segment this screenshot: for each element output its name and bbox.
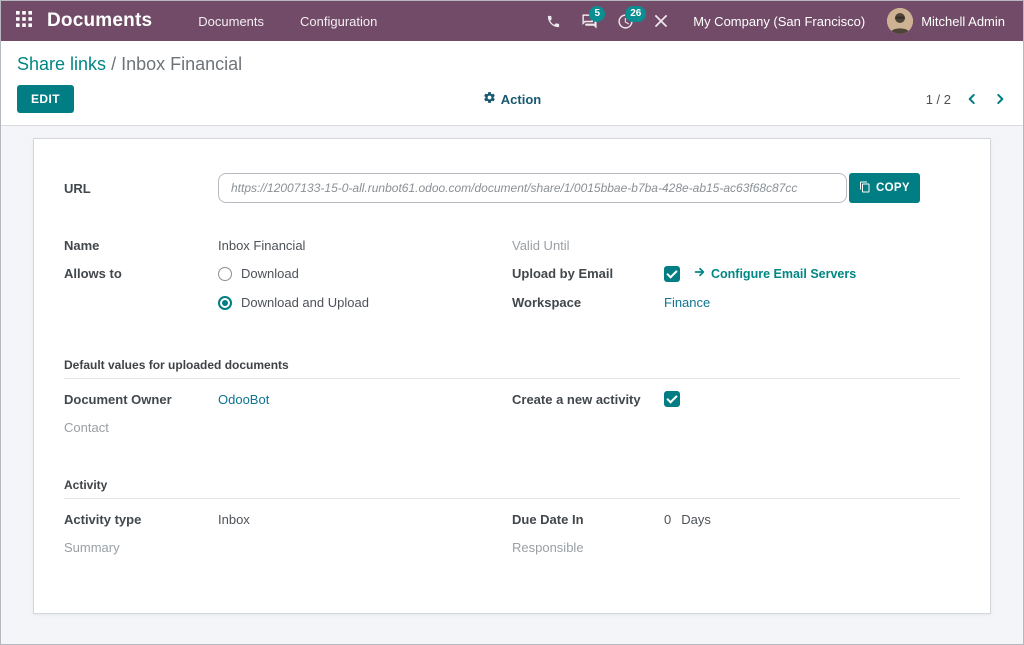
- pager-next-button[interactable]: [993, 92, 1007, 106]
- allows-to-label: Allows to: [64, 266, 122, 281]
- url-input[interactable]: [218, 173, 847, 203]
- radio-download-label: Download: [241, 266, 299, 281]
- copy-button-label: COPY: [876, 182, 910, 194]
- gear-icon: [483, 91, 496, 107]
- breadcrumb-current: Inbox Financial: [121, 54, 243, 74]
- defaults-section-title: Default values for uploaded documents: [64, 357, 960, 379]
- pager-value[interactable]: 1 / 2: [925, 91, 951, 107]
- messages-badge: 5: [589, 6, 606, 22]
- navbar-right: 5 26 My Company (San Francisco) Mitchell…: [535, 1, 1023, 41]
- pager: 1 / 2: [926, 92, 1007, 107]
- create-activity-cell: [664, 391, 960, 407]
- allows-to-workspace-row: Download and Upload Workspace Finance: [64, 288, 960, 317]
- contact-label: Contact: [64, 419, 109, 435]
- activity-type-label: Activity type: [64, 511, 142, 527]
- activities-button[interactable]: 26: [607, 1, 647, 41]
- control-panel: Share links / Inbox Financial EDIT Actio…: [1, 41, 1023, 126]
- phone-icon: [546, 14, 561, 29]
- arrow-right-icon: [694, 266, 706, 281]
- owner-activity-row: Document Owner OdooBot Create a new acti…: [64, 385, 960, 413]
- summary-label: Summary: [64, 539, 120, 555]
- user-name: Mitchell Admin: [921, 13, 1005, 29]
- pager-previous-button[interactable]: [965, 92, 979, 106]
- menu-documents[interactable]: Documents: [198, 13, 265, 29]
- upload-by-email-label: Upload by Email: [512, 266, 614, 281]
- user-avatar: [887, 8, 914, 34]
- upload-by-email-cell: Configure Email Servers: [664, 265, 960, 282]
- configure-email-servers-link[interactable]: Configure Email Servers: [694, 266, 856, 281]
- debug-tools-button[interactable]: [643, 1, 679, 41]
- radio-download-icon[interactable]: [218, 266, 232, 281]
- messages-button[interactable]: 5: [571, 1, 607, 41]
- menu-configuration[interactable]: Configuration: [300, 13, 378, 29]
- activity-type-due-date-row: Activity type Inbox Due Date In 0 Days: [64, 505, 960, 533]
- document-owner-label: Document Owner: [64, 391, 172, 407]
- form-view-background: URL COPY Name Inbox Financial Valid Unti…: [1, 126, 1023, 644]
- due-date-in-cell: 0 Days: [664, 512, 960, 527]
- due-date-in-value: 0: [664, 511, 672, 527]
- breadcrumb-share-links[interactable]: Share links: [17, 54, 107, 74]
- navbar-left: Documents Documents Configuration: [1, 1, 395, 41]
- action-menu-button[interactable]: Action: [467, 91, 557, 107]
- edit-button[interactable]: EDIT: [17, 85, 74, 113]
- app-title[interactable]: Documents: [47, 10, 153, 31]
- action-menu-label: Action: [500, 91, 542, 107]
- tools-icon: [653, 13, 669, 29]
- radio-download-upload-icon[interactable]: [218, 295, 232, 310]
- breadcrumb-separator: /: [111, 54, 117, 74]
- name-label: Name: [64, 237, 100, 253]
- clock-icon: [617, 13, 634, 30]
- control-panel-buttons: EDIT Action 1 / 2: [1, 79, 1023, 125]
- name-valid-until-row: Name Inbox Financial Valid Until: [64, 231, 960, 259]
- summary-responsible-row: Summary Responsible: [64, 533, 960, 561]
- workspace-value[interactable]: Finance: [664, 295, 711, 310]
- workspace-label: Workspace: [512, 295, 582, 310]
- upload-by-email-checkbox[interactable]: [664, 265, 680, 282]
- activities-badge: 26: [625, 6, 647, 22]
- due-date-in-unit: Days: [681, 511, 711, 527]
- radio-option-download[interactable]: Download: [218, 259, 512, 288]
- document-owner-value[interactable]: OdooBot: [218, 391, 270, 407]
- share-link-form-sheet: URL COPY Name Inbox Financial Valid Unti…: [33, 138, 991, 614]
- contact-row: Contact: [64, 413, 960, 441]
- copy-icon: [859, 181, 871, 196]
- valid-until-label: Valid Until: [512, 237, 570, 253]
- configure-email-servers-label: Configure Email Servers: [711, 266, 857, 281]
- activity-type-value: Inbox: [218, 511, 250, 527]
- responsible-label: Responsible: [512, 539, 584, 555]
- create-activity-checkbox[interactable]: [664, 391, 680, 407]
- url-field-row: URL COPY: [64, 173, 960, 203]
- company-switcher[interactable]: My Company (San Francisco): [693, 13, 866, 29]
- url-label: URL: [64, 180, 91, 196]
- phone-button[interactable]: [535, 1, 571, 41]
- radio-download-upload-label: Download and Upload: [241, 295, 369, 310]
- user-menu[interactable]: Mitchell Admin: [887, 8, 1011, 34]
- apps-menu-button[interactable]: [1, 1, 47, 41]
- breadcrumb: Share links / Inbox Financial: [1, 41, 1023, 79]
- radio-option-download-upload[interactable]: Download and Upload: [218, 288, 512, 317]
- top-navbar: Documents Documents Configuration 5 26: [1, 1, 1023, 41]
- create-activity-label: Create a new activity: [512, 391, 641, 407]
- copy-button[interactable]: COPY: [849, 173, 920, 203]
- apps-grid-icon: [16, 10, 32, 32]
- allows-to-upload-row: Allows to Download Upload by Email Confi…: [64, 259, 960, 288]
- name-value: Inbox Financial: [218, 237, 306, 253]
- activity-section-title: Activity: [64, 477, 960, 499]
- due-date-in-label: Due Date In: [512, 511, 584, 527]
